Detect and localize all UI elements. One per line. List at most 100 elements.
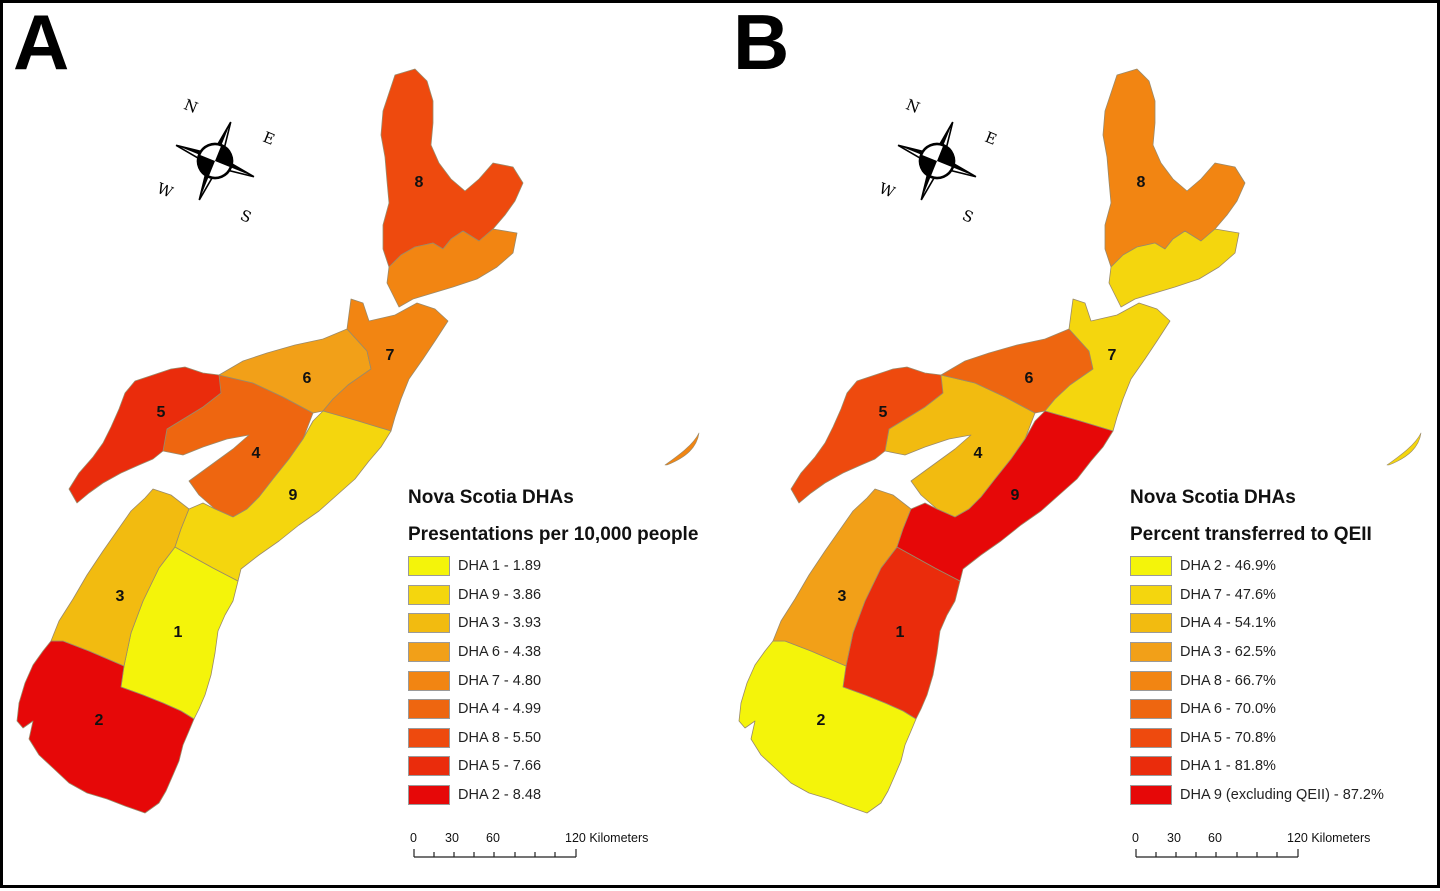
legend-item: DHA 7 - 47.6% <box>1130 581 1384 610</box>
legend-item: DHA 5 - 7.66 <box>408 752 698 781</box>
legend-label: DHA 7 - 47.6% <box>1180 586 1276 603</box>
legend-label: DHA 9 - 3.86 <box>458 586 542 603</box>
legend-swatch <box>1130 670 1172 691</box>
legend-swatch <box>1130 756 1172 777</box>
legend-item: DHA 9 (excluding QEII) - 87.2% <box>1130 781 1384 810</box>
scale-tick-label: 60 <box>486 831 500 845</box>
compass-rose-icon: N E S W <box>876 96 999 227</box>
legend-label: DHA 6 - 70.0% <box>1180 701 1276 718</box>
scale-tick-label: 30 <box>445 831 459 845</box>
legend-swatch <box>408 727 450 748</box>
region-dha-8-south <box>1108 228 1240 308</box>
legend-swatch <box>408 756 450 777</box>
legend-item: DHA 6 - 4.38 <box>408 638 698 667</box>
legend-item: DHA 1 - 1.89 <box>408 552 698 581</box>
legend-title: Nova Scotia DHAs <box>408 487 574 508</box>
legend-label: DHA 8 - 5.50 <box>458 729 542 746</box>
legend-label: DHA 3 - 62.5% <box>1180 644 1276 661</box>
region-label: 1 <box>896 624 905 641</box>
legend-label: DHA 5 - 7.66 <box>458 758 542 775</box>
map-panel-a: A 1 2 3 4 5 6 7 8 9 N E S W Nova Scotia DHAs Presen… <box>3 0 723 891</box>
legend-a: Nova Scotia DHAs Presentations per 10,00… <box>408 487 698 809</box>
legend-item: DHA 3 - 62.5% <box>1130 638 1384 667</box>
legend-swatch <box>408 670 450 691</box>
region-label: 5 <box>157 404 166 421</box>
region-dha-4 <box>162 374 314 518</box>
scale-end-label: 120 Kilometers <box>565 831 649 845</box>
legend-b: Nova Scotia DHAs Percent transferred to … <box>1130 487 1384 809</box>
panel-letter-b: B <box>733 0 789 86</box>
scale-bar-b: 0 30 60 120 Kilometers <box>1130 831 1390 871</box>
region-dha-2 <box>738 640 917 814</box>
legend-item: DHA 2 - 46.9% <box>1130 552 1384 581</box>
legend-label: DHA 1 - 1.89 <box>458 558 542 575</box>
scale-tick-label: 0 <box>1132 831 1139 845</box>
map-panel-b: B 1 2 3 4 5 6 7 8 9 N E S W Nova Scotia DHAs Percen… <box>725 0 1440 891</box>
scale-tick-label: 0 <box>410 831 417 845</box>
choropleth-map-a: 1 2 3 4 5 6 7 8 9 N E S W <box>16 68 700 814</box>
region-label: 4 <box>974 445 983 462</box>
region-label: 6 <box>303 370 312 387</box>
region-label: 3 <box>838 588 847 605</box>
legend-label: DHA 5 - 70.8% <box>1180 729 1276 746</box>
region-dha-7 <box>1044 298 1171 432</box>
compass-letter-e: E <box>982 128 999 149</box>
legend-swatch <box>1130 584 1172 605</box>
legend-swatch <box>408 556 450 577</box>
compass-letter-w: W <box>876 179 898 202</box>
legend-subtitle: Percent transferred to QEII <box>1130 524 1372 545</box>
island-shape <box>664 432 700 466</box>
compass-letter-w: W <box>154 179 176 202</box>
region-dha-2 <box>16 640 195 814</box>
region-dha-7 <box>322 298 449 432</box>
legend-swatch <box>408 785 450 806</box>
legend-swatch <box>1130 727 1172 748</box>
region-dha-9 <box>174 410 392 582</box>
legend-label: DHA 9 (excluding QEII) - 87.2% <box>1180 787 1384 804</box>
legend-subtitle: Presentations per 10,000 people <box>408 524 699 545</box>
scale-tick-label: 60 <box>1208 831 1222 845</box>
panel-letter-a: A <box>13 0 69 86</box>
scale-tick-label: 30 <box>1167 831 1181 845</box>
legend-item: DHA 4 - 4.99 <box>408 695 698 724</box>
region-dha-5 <box>68 366 222 504</box>
legend-item: DHA 5 - 70.8% <box>1130 724 1384 753</box>
legend-label: DHA 1 - 81.8% <box>1180 758 1276 775</box>
region-label: 8 <box>1137 174 1146 191</box>
region-label: 3 <box>116 588 125 605</box>
legend-item: DHA 2 - 8.48 <box>408 781 698 810</box>
region-label: 9 <box>289 487 298 504</box>
legend-label: DHA 2 - 46.9% <box>1180 558 1276 575</box>
region-label: 7 <box>386 347 395 364</box>
region-dha-5 <box>790 366 944 504</box>
region-dha-8-south <box>386 228 518 308</box>
compass-letter-s: S <box>238 206 254 227</box>
region-label: 5 <box>879 404 888 421</box>
legend-item: DHA 1 - 81.8% <box>1130 752 1384 781</box>
region-label: 9 <box>1011 487 1020 504</box>
legend-swatch <box>1130 613 1172 634</box>
compass-letter-e: E <box>260 128 277 149</box>
legend-label: DHA 4 - 4.99 <box>458 701 542 718</box>
legend-swatch <box>1130 556 1172 577</box>
island-shape <box>1386 432 1422 466</box>
region-label: 1 <box>174 624 183 641</box>
region-label: 2 <box>817 712 826 729</box>
legend-title: Nova Scotia DHAs <box>1130 487 1296 508</box>
legend-label: DHA 8 - 66.7% <box>1180 672 1276 689</box>
region-label: 6 <box>1025 370 1034 387</box>
scale-end-label: 120 Kilometers <box>1287 831 1371 845</box>
region-dha-4 <box>884 374 1036 518</box>
legend-label: DHA 6 - 4.38 <box>458 644 542 661</box>
legend-label: DHA 3 - 3.93 <box>458 615 542 632</box>
legend-swatch <box>1130 642 1172 663</box>
legend-swatch <box>1130 785 1172 806</box>
legend-item: DHA 8 - 5.50 <box>408 724 698 753</box>
choropleth-map-b: 1 2 3 4 5 6 7 8 9 N E S W <box>738 68 1422 814</box>
legend-item: DHA 4 - 54.1% <box>1130 609 1384 638</box>
legend-item: DHA 6 - 70.0% <box>1130 695 1384 724</box>
legend-label: DHA 7 - 4.80 <box>458 672 542 689</box>
legend-item: DHA 9 - 3.86 <box>408 581 698 610</box>
compass-letter-n: N <box>181 96 200 118</box>
